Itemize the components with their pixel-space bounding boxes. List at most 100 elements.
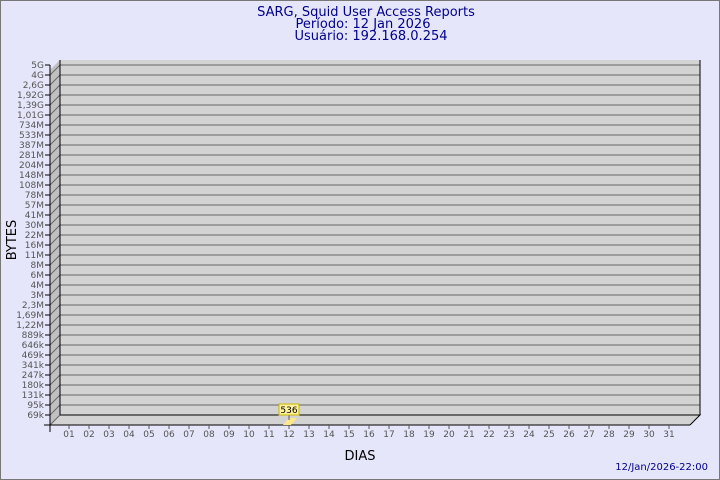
y-tick-label: 131k: [22, 391, 45, 401]
gridline-depth: [49, 184, 61, 196]
gridline-depth: [49, 264, 61, 276]
y-tick-label: 341k: [22, 361, 45, 371]
x-tick-label: 12: [283, 430, 294, 440]
gridline-depth: [49, 234, 61, 246]
x-tick-label: 15: [343, 430, 354, 440]
gridline-depth: [49, 74, 61, 86]
x-tick-label: 28: [603, 430, 615, 440]
gridline-depth: [49, 404, 61, 416]
x-tick-label: 05: [143, 430, 154, 440]
x-tick-label: 29: [623, 430, 635, 440]
y-tick-label: 8M: [31, 261, 45, 271]
y-tick-label: 108M: [19, 181, 44, 191]
y-tick-label: 2,3M: [22, 301, 44, 311]
gridline-depth: [49, 414, 61, 426]
gridline-depth: [49, 144, 61, 156]
x-tick-label: 25: [543, 430, 554, 440]
chart-user: Usuário: 192.168.0.254: [294, 29, 447, 44]
x-tick-label: 13: [303, 430, 314, 440]
gridline-depth: [49, 194, 61, 206]
gridline-depth: [49, 304, 61, 316]
x-tick-label: 07: [183, 430, 194, 440]
y-tick-label: 533M: [19, 131, 44, 141]
y-tick-label: 4G: [31, 71, 44, 81]
y-tick-label: 734M: [19, 121, 44, 131]
gridline-depth: [49, 214, 61, 226]
y-tick-label: 11M: [25, 251, 44, 261]
y-tick-label: 281M: [19, 151, 44, 161]
x-tick-label: 17: [383, 430, 394, 440]
gridline-depth: [49, 254, 61, 266]
plot-area: [50, 60, 700, 425]
gridline-depth: [49, 244, 61, 256]
x-tick-label: 21: [463, 430, 474, 440]
y-tick-label: 6M: [31, 271, 45, 281]
y-axis-label: BYTES: [5, 220, 20, 261]
gridline-depth: [49, 124, 61, 136]
x-tick-label: 18: [403, 430, 415, 440]
x-tick-label: 30: [643, 430, 655, 440]
y-tick-label: 1,69M: [16, 311, 44, 321]
x-axis-label: DIAS: [345, 449, 376, 464]
gridline-depth: [49, 134, 61, 146]
gridline-depth: [49, 64, 61, 76]
y-tick-label: 148M: [19, 171, 44, 181]
x-ticks: 01 02 03 04 05 06 07 08 09 10 11 12 13 14 15 16 17 18 19 20…: [63, 425, 675, 440]
x-tick-label: 26: [563, 430, 575, 440]
y-tick-label: 16M: [25, 241, 44, 251]
gridlines: [49, 64, 700, 426]
y-tick-label: 30M: [25, 221, 44, 231]
x-tick-label: 24: [523, 430, 535, 440]
x-tick-label: 19: [423, 430, 435, 440]
x-tick-label: 27: [583, 430, 594, 440]
footer-timestamp: 12/Jan/2026-22:00: [615, 462, 708, 473]
gridline-depth: [49, 364, 61, 376]
x-tick-label: 04: [123, 430, 135, 440]
x-tick-label: 02: [83, 430, 94, 440]
gridline-depth: [49, 374, 61, 386]
y-tick-label: 1,92G: [17, 91, 44, 101]
y-tick-label: 78M: [25, 191, 44, 201]
y-tick-label: 1,22M: [16, 321, 44, 331]
gridline-depth: [49, 274, 61, 286]
y-tick-label: 469k: [22, 351, 45, 361]
y-tick-label: 2,6G: [23, 81, 44, 91]
y-tick-label: 5G: [31, 61, 44, 71]
x-tick-label: 20: [443, 430, 455, 440]
y-tick-label: 387M: [19, 141, 44, 151]
gridline-depth: [49, 394, 61, 406]
x-tick-label: 06: [163, 430, 175, 440]
y-tick-label: 4M: [31, 281, 45, 291]
gridline-depth: [49, 204, 61, 216]
gridline-depth: [49, 174, 61, 186]
chart-period: Período: 12 Jan 2026: [296, 17, 431, 32]
y-tick-label: 204M: [19, 161, 44, 171]
data-label: 536: [280, 406, 297, 416]
gridline-depth: [49, 84, 61, 96]
y-tick-label: 180k: [22, 381, 45, 391]
gridline-depth: [49, 294, 61, 306]
x-tick-label: 31: [663, 430, 674, 440]
gridline-depth: [49, 334, 61, 346]
x-tick-label: 23: [503, 430, 514, 440]
gridline-depth: [49, 344, 61, 356]
bars: 536: [278, 403, 300, 425]
gridline-depth: [49, 354, 61, 366]
y-tick-label: 95k: [27, 401, 44, 411]
y-tick-label: 41M: [25, 211, 44, 221]
gridline-depth: [49, 104, 61, 116]
y-tick-label: 889k: [22, 331, 45, 341]
x-tick-label: 22: [483, 430, 494, 440]
x-tick-label: 01: [63, 430, 74, 440]
bar: [283, 418, 297, 425]
y-tick-label: 57M: [25, 201, 44, 211]
gridline-depth: [49, 324, 61, 336]
y-tick-label: 3M: [31, 291, 45, 301]
y-tick-label: 22M: [25, 231, 44, 241]
x-tick-label: 09: [223, 430, 235, 440]
gridline-depth: [49, 164, 61, 176]
x-tick-label: 10: [243, 430, 255, 440]
chart-title: SARG, Squid User Access Reports: [257, 5, 475, 20]
gridline-depth: [49, 384, 61, 396]
y-tick-label: 247k: [22, 371, 45, 381]
